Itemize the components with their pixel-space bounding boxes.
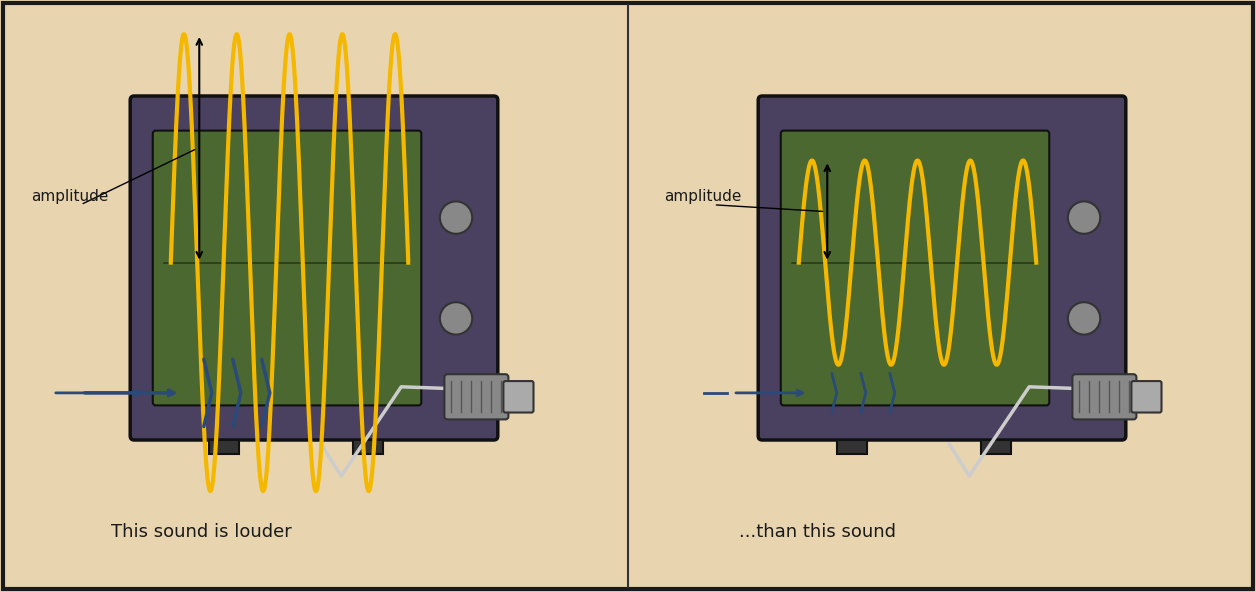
- FancyBboxPatch shape: [836, 440, 867, 454]
- FancyBboxPatch shape: [1073, 374, 1137, 419]
- Circle shape: [440, 201, 472, 234]
- FancyBboxPatch shape: [759, 96, 1125, 440]
- FancyBboxPatch shape: [131, 96, 497, 440]
- Circle shape: [1068, 303, 1100, 334]
- FancyBboxPatch shape: [981, 440, 1011, 454]
- FancyBboxPatch shape: [153, 131, 421, 406]
- FancyBboxPatch shape: [3, 3, 1253, 589]
- Circle shape: [440, 303, 472, 334]
- FancyBboxPatch shape: [1132, 381, 1162, 413]
- FancyBboxPatch shape: [353, 440, 383, 454]
- FancyBboxPatch shape: [445, 374, 509, 419]
- FancyBboxPatch shape: [504, 381, 534, 413]
- FancyBboxPatch shape: [208, 440, 239, 454]
- FancyBboxPatch shape: [781, 131, 1049, 406]
- Text: amplitude: amplitude: [31, 189, 108, 204]
- Circle shape: [1068, 201, 1100, 234]
- Text: amplitude: amplitude: [664, 189, 741, 204]
- Text: This sound is louder: This sound is louder: [111, 523, 291, 541]
- Text: ...than this sound: ...than this sound: [739, 523, 896, 541]
